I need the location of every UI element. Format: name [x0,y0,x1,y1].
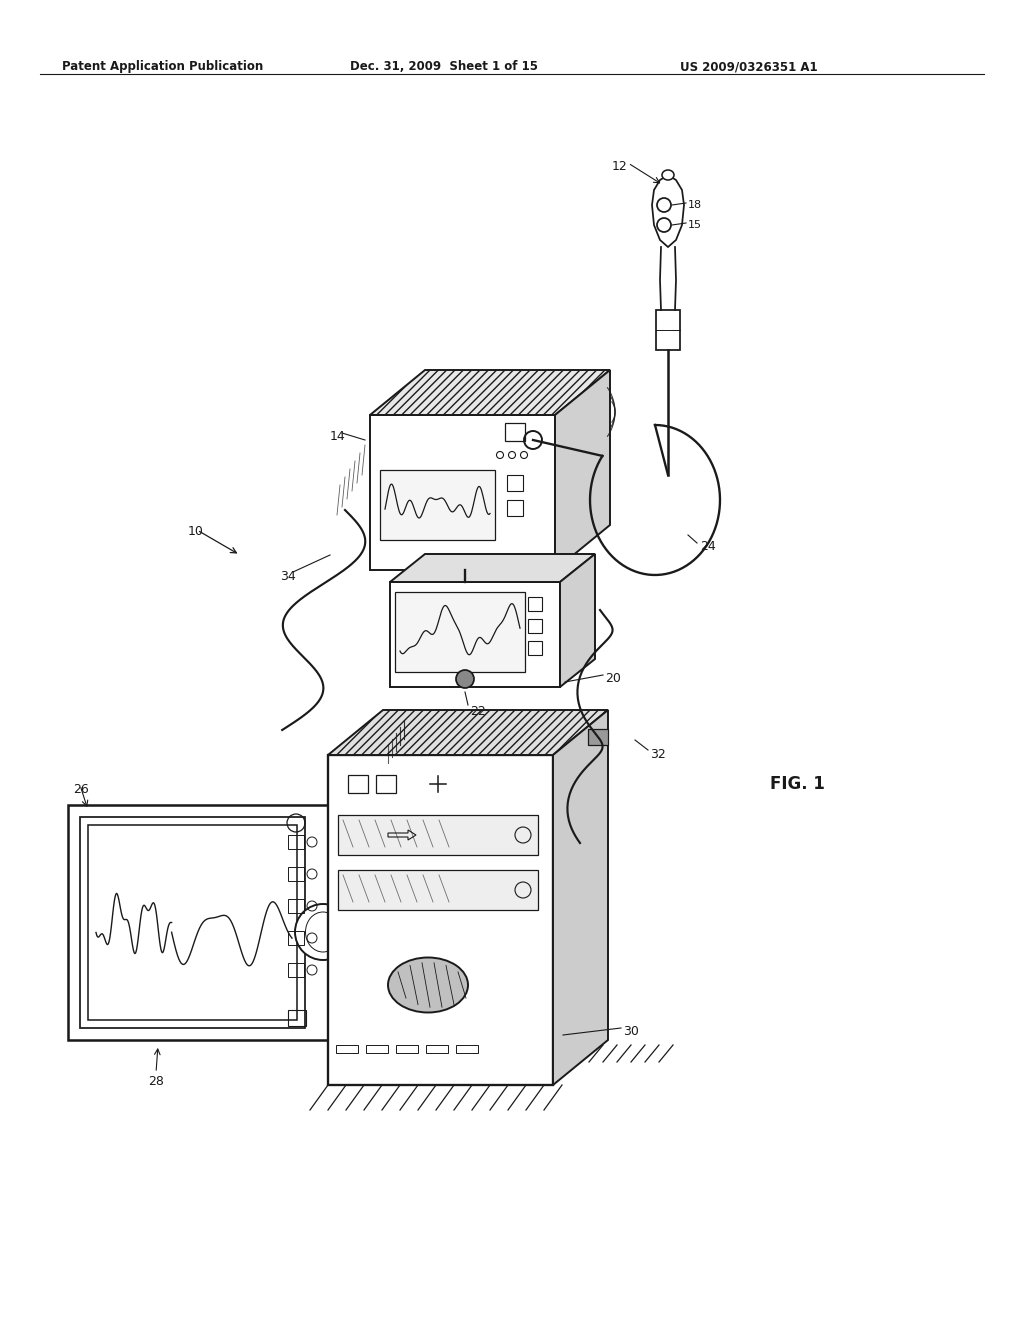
Bar [505,422,525,441]
Bar [588,729,608,744]
Bar [288,899,304,913]
Polygon shape [328,710,608,755]
Text: Dec. 31, 2009  Sheet 1 of 15: Dec. 31, 2009 Sheet 1 of 15 [350,59,538,73]
Bar [288,964,304,977]
Bar [528,597,542,611]
Bar [426,1045,449,1053]
Text: 12: 12 [612,160,628,173]
Polygon shape [553,710,608,1085]
Bar [656,310,680,350]
Bar [528,642,542,655]
Bar [288,931,304,945]
Bar [380,470,495,540]
Text: 24: 24 [700,540,716,553]
Bar [370,414,555,570]
Bar [338,870,538,909]
Text: 34: 34 [280,570,296,583]
Bar [338,814,538,855]
Bar [80,817,305,1028]
Bar [88,825,297,1020]
Bar [288,867,304,880]
Bar [395,591,525,672]
Text: US 2009/0326351 A1: US 2009/0326351 A1 [680,59,817,73]
Text: Patent Application Publication: Patent Application Publication [62,59,263,73]
Bar [68,805,348,1040]
Text: 18: 18 [688,201,702,210]
Bar [396,1045,418,1053]
Text: 28: 28 [148,1074,164,1088]
Bar [328,755,553,1085]
Bar [288,1010,306,1026]
Bar [507,500,523,516]
Text: 20: 20 [605,672,621,685]
Bar [336,1045,358,1053]
Bar [288,836,304,849]
Text: 14: 14 [330,430,346,444]
Text: 22: 22 [470,705,485,718]
Bar [390,582,560,686]
Bar [507,475,523,491]
Text: 26: 26 [73,783,89,796]
Bar [366,1045,388,1053]
Polygon shape [560,554,595,686]
Circle shape [295,904,351,960]
Text: 10: 10 [188,525,204,539]
Text: FIG. 1: FIG. 1 [770,775,825,793]
Ellipse shape [662,170,674,180]
Polygon shape [652,176,684,247]
Text: 32: 32 [650,748,666,762]
Text: 30: 30 [623,1026,639,1038]
Polygon shape [390,554,595,582]
Circle shape [456,671,474,688]
Ellipse shape [388,957,468,1012]
Polygon shape [370,370,610,414]
Polygon shape [555,370,610,570]
Text: 15: 15 [688,220,702,230]
Bar [528,619,542,634]
Bar [348,775,368,793]
Bar [456,1045,478,1053]
Bar [376,775,396,793]
